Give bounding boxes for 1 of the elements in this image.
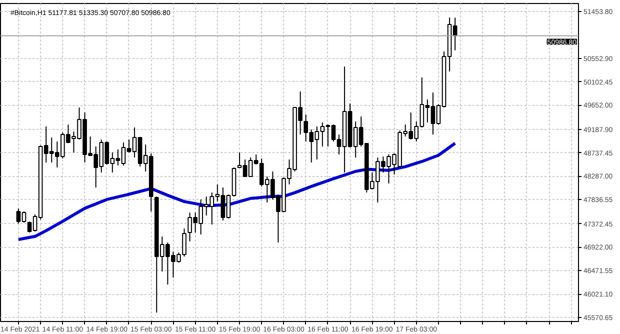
- line-series: [16, 142, 457, 242]
